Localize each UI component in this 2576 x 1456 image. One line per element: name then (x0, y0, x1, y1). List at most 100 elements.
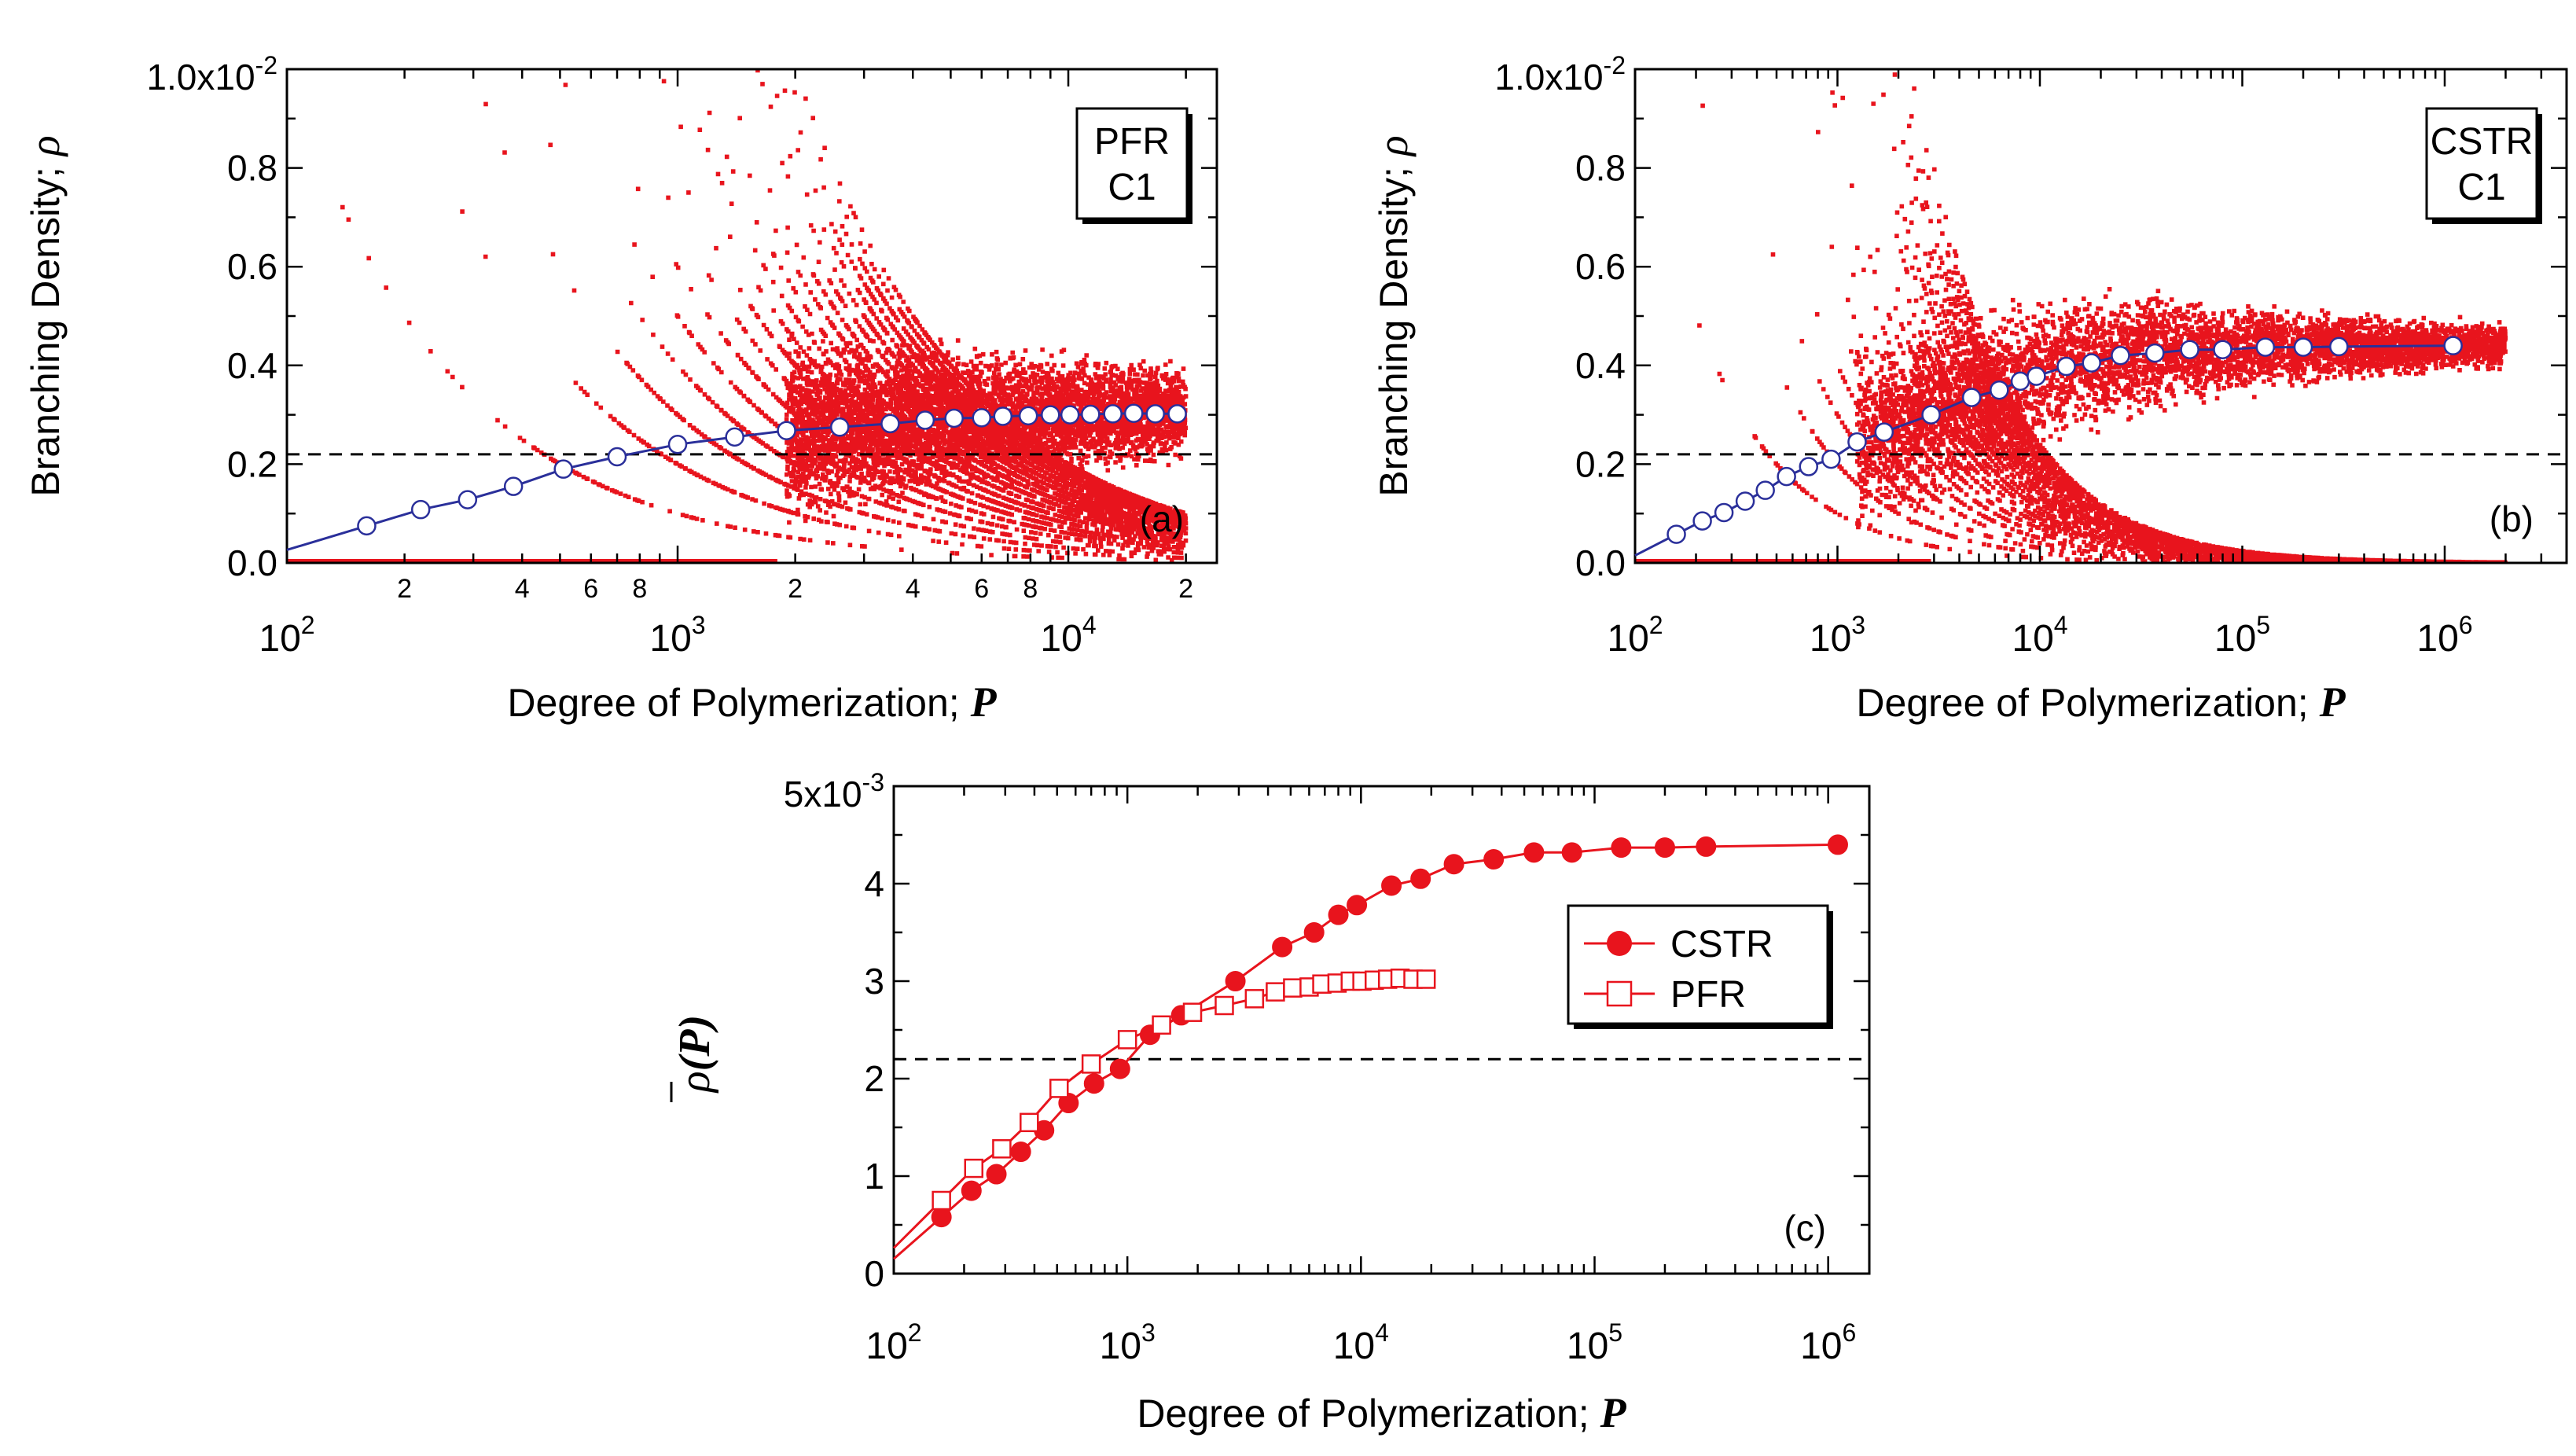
mean-marker (1714, 502, 1734, 523)
inset-case-label: C1 (2457, 167, 2505, 208)
pfr-marker (1416, 969, 1436, 989)
pfr-marker (1283, 978, 1303, 998)
mean-marker (503, 476, 524, 496)
cstr-marker (1225, 971, 1246, 991)
inset-reactor-label: PFR (1094, 121, 1170, 163)
y-tick-label: 0.2 (227, 443, 277, 484)
x-minor-tick-label: 6 (583, 574, 598, 604)
cstr-marker (1303, 922, 1325, 943)
panel-label: (b) (2490, 498, 2534, 539)
x-minor-tick-label: 4 (906, 574, 921, 604)
pfr-marker (1244, 989, 1265, 1009)
panel-label: (c) (1784, 1208, 1826, 1248)
x-axis-label: Degree of Polymerization; P (1856, 678, 2346, 726)
x-tick-label: 106 (2416, 611, 2472, 660)
plot-frame (892, 785, 1871, 1275)
mean-marker (1145, 404, 1165, 424)
pfr-marker (1117, 1030, 1137, 1050)
cstr-marker (1347, 895, 1368, 916)
mean-marker (2293, 337, 2313, 357)
mean-marker (410, 499, 431, 520)
mean-marker (972, 408, 992, 428)
mean-marker (2056, 356, 2076, 377)
mean-marker (1874, 422, 1894, 442)
y-tick-label: 0.4 (1575, 345, 1626, 386)
cstr-marker (1083, 1073, 1104, 1094)
legend-marker-pfr (1606, 980, 1633, 1007)
x-tick-label: 103 (1100, 1318, 1156, 1367)
cstr-marker (1010, 1142, 1031, 1162)
pfr-marker (1049, 1079, 1069, 1098)
x-tick-label: 102 (865, 1318, 921, 1367)
mean-marker (1821, 449, 1841, 469)
y-tick-label: 0 (864, 1253, 884, 1294)
mean-marker (777, 421, 796, 440)
x-minor-tick-label: 8 (1023, 574, 1038, 604)
mean-marker (2443, 336, 2463, 355)
inset-case-label: C1 (1108, 167, 1156, 208)
mean-marker (2010, 371, 2030, 392)
mean-marker (1777, 466, 1796, 487)
inset-box (2425, 107, 2538, 220)
y-tick-label: 0.6 (1575, 246, 1626, 287)
mean-marker (830, 417, 850, 437)
cstr-marker (1611, 837, 1632, 859)
y-tick-label: 0.8 (1575, 148, 1626, 189)
panel-a: 0.0 0.2 0.4 0.6 0.8 1.0x10-2 102 103 104 2 4 6 8 2 4 6 8… (21, 51, 1218, 726)
mean-marker (1692, 511, 1712, 531)
cstr-marker (931, 1207, 952, 1228)
mean-marker (725, 427, 744, 447)
cstr-marker (986, 1164, 1007, 1185)
molecule-points (340, 69, 1189, 563)
mean-marker (1990, 380, 2009, 400)
mean-marker (2180, 340, 2199, 359)
cstr-marker (1381, 875, 1402, 896)
pfr-marker (932, 1190, 951, 1211)
x-minor-tick-label: 2 (1178, 574, 1193, 604)
mean-marker (667, 435, 688, 454)
x-tick-label: 105 (1567, 1318, 1622, 1367)
cstr-marker (1561, 842, 1582, 863)
scatter-a (287, 69, 1189, 563)
pfr-marker (992, 1139, 1012, 1159)
y-tick-label: 0.6 (227, 246, 277, 287)
x-minor-tick-label: 6 (974, 574, 989, 604)
cstr-marker (1272, 936, 1293, 958)
pfr-marker (1081, 1054, 1101, 1074)
mean-marker (1735, 491, 1755, 511)
y-tick-label: 2 (864, 1058, 884, 1099)
x-tick-label: 106 (1800, 1318, 1856, 1367)
x-tick-label: 104 (2012, 611, 2067, 660)
x-tick-label: 103 (1810, 611, 1865, 660)
pfr-marker (1152, 1015, 1171, 1035)
mean-marker (1041, 405, 1060, 425)
x-minor-tick-label: 4 (515, 574, 530, 604)
y-tick-label: 0.2 (1575, 443, 1626, 484)
mean-marker (2145, 343, 2165, 363)
legend-label-cstr: CSTR (1670, 924, 1773, 965)
y-axis-label-text: ρ(P) (671, 1015, 719, 1094)
mean-marker (1081, 404, 1101, 425)
mean-marker (1167, 404, 1187, 424)
y-axis-label: Branching Density; ρ (1369, 135, 1417, 496)
x-tick-label: 102 (1607, 611, 1663, 660)
cstr-marker (1696, 836, 1717, 857)
x-minor-tick-label: 2 (788, 574, 803, 604)
cstr-marker (1654, 837, 1675, 859)
mean-marker (1921, 405, 1941, 425)
molecule-points (1697, 72, 2508, 563)
inset-reactor-label: CSTR (2431, 121, 2534, 163)
cstr-marker (1523, 842, 1545, 863)
x-tick-label: 105 (2214, 611, 2270, 660)
pfr-marker (1182, 1002, 1203, 1022)
mean-marker (2082, 353, 2101, 373)
x-minor-tick-label: 2 (397, 574, 412, 604)
y-tick-label: 0.0 (1575, 542, 1626, 583)
cstr-marker (1443, 854, 1464, 875)
cstr-marker (1109, 1058, 1130, 1079)
mean-marker (607, 447, 627, 467)
mean-marker (1018, 406, 1038, 426)
mean-marker (1799, 457, 1819, 476)
mean-marker (1103, 404, 1123, 424)
